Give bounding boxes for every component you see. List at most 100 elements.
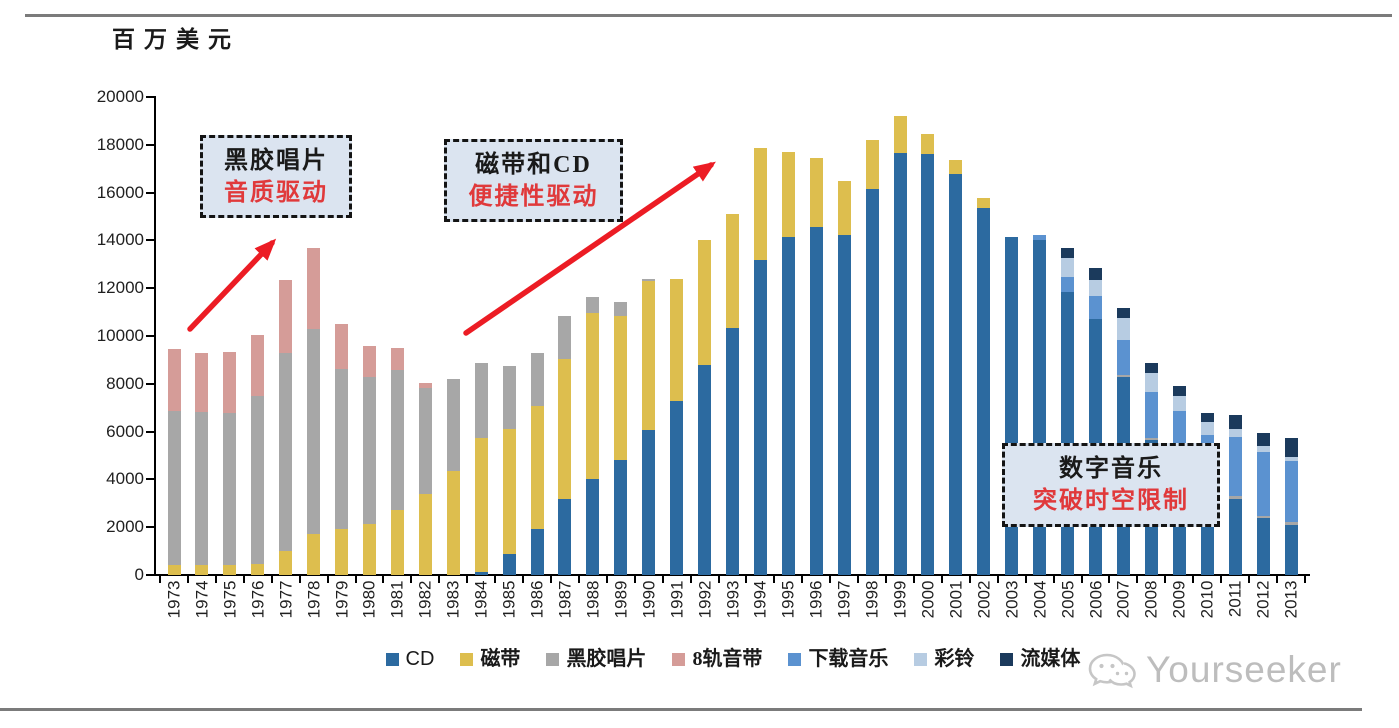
bar-segment-cassette bbox=[167, 565, 181, 575]
bar-segment-vinyl bbox=[251, 396, 265, 565]
x-axis-year-label: 1998 bbox=[862, 580, 882, 619]
bar-segment-vinyl bbox=[502, 366, 516, 429]
legend-item-vinyl: 黑胶唱片 bbox=[546, 648, 646, 670]
legend-label-downloads: 下载音乐 bbox=[808, 648, 889, 670]
bar-column-1975 bbox=[223, 97, 237, 575]
bar-segment-cassette bbox=[837, 181, 851, 236]
bar-segment-cassette bbox=[809, 158, 823, 228]
legend-item-8track: 8轨音带 bbox=[672, 648, 762, 670]
x-axis-tick bbox=[829, 576, 832, 583]
bar-column-1979 bbox=[335, 97, 349, 575]
bar-segment-vinyl bbox=[390, 370, 404, 510]
bar-column-1993 bbox=[726, 97, 739, 575]
bar-segment-vinyl bbox=[530, 352, 544, 406]
bar-segment-cassette bbox=[781, 152, 795, 237]
x-axis-tick bbox=[1192, 576, 1195, 583]
x-axis-year-label: 2012 bbox=[1253, 580, 1273, 619]
bar-segment-8track bbox=[362, 345, 376, 378]
bar-segment-streaming bbox=[1228, 415, 1242, 429]
x-axis-tick bbox=[689, 576, 692, 583]
bar-segment-downloads bbox=[1284, 461, 1298, 523]
x-axis-year-label: 1999 bbox=[890, 580, 910, 619]
annotation-box-vinyl: 黑胶唱片 音质驱动 bbox=[200, 135, 352, 218]
bar-column-1973 bbox=[167, 97, 181, 575]
legend: CD 磁带 黑胶唱片 8轨音带 下载音乐 彩铃 流媒体 bbox=[155, 646, 1311, 672]
bar-segment-cd bbox=[726, 327, 739, 575]
bar-segment-8track bbox=[390, 348, 404, 371]
x-axis-tick bbox=[745, 576, 748, 583]
y-axis-tick bbox=[146, 574, 154, 576]
x-axis-year-label: 1996 bbox=[806, 580, 826, 619]
bar-segment-cd bbox=[474, 571, 488, 575]
y-axis-tick bbox=[146, 335, 154, 337]
x-axis-year-label: 1985 bbox=[499, 580, 519, 619]
bar-segment-streaming bbox=[1284, 438, 1298, 457]
bar-segment-vinyl bbox=[586, 297, 600, 314]
x-axis-tick bbox=[186, 576, 189, 583]
bar-segment-streaming bbox=[1061, 247, 1075, 259]
bar-column-2001 bbox=[949, 97, 963, 575]
bar-segment-cd bbox=[837, 235, 851, 575]
bar-segment-downloads bbox=[1256, 452, 1270, 516]
bar-segment-cassette bbox=[586, 313, 600, 479]
annotation-subtitle: 便捷性驱动 bbox=[468, 183, 599, 210]
x-axis-tick bbox=[717, 576, 720, 583]
x-axis-year-label: 2011 bbox=[1225, 580, 1245, 618]
x-axis-year-label: 1988 bbox=[583, 580, 603, 619]
y-axis-tick bbox=[146, 287, 154, 290]
x-axis-year-label: 1981 bbox=[387, 580, 407, 619]
x-axis-tick bbox=[857, 576, 860, 583]
bar-segment-cd bbox=[1284, 524, 1298, 575]
y-axis-tick-label: 16000 bbox=[96, 182, 144, 202]
bar-segment-cd bbox=[949, 174, 963, 575]
wechat-icon bbox=[1088, 653, 1136, 689]
x-axis-year-label: 2007 bbox=[1113, 580, 1133, 619]
x-axis-year-label: 1974 bbox=[192, 580, 212, 619]
x-axis-tick bbox=[549, 576, 552, 583]
x-axis-year-label: 1983 bbox=[443, 580, 463, 619]
bar-column-1991 bbox=[670, 97, 684, 575]
bar-column-1984 bbox=[474, 97, 488, 575]
bar-segment-vinyl bbox=[418, 387, 432, 495]
x-axis-year-label: 2013 bbox=[1281, 580, 1301, 619]
bar-segment-cd bbox=[1256, 517, 1270, 575]
x-axis-line bbox=[154, 574, 1310, 576]
x-axis-tick bbox=[159, 576, 162, 583]
x-axis-tick bbox=[1276, 576, 1279, 583]
bar-segment-vinyl bbox=[223, 412, 237, 566]
bar-segment-vinyl bbox=[335, 369, 349, 529]
x-axis-year-label: 1975 bbox=[220, 580, 240, 619]
legend-item-ringtones: 彩铃 bbox=[914, 648, 974, 670]
bar-segment-cd bbox=[977, 207, 991, 575]
bar-segment-cassette bbox=[670, 278, 684, 402]
bar-column-1978 bbox=[307, 97, 321, 575]
bar-segment-cd bbox=[614, 460, 628, 575]
x-axis-tick bbox=[605, 576, 608, 583]
bar-segment-cassette bbox=[558, 359, 572, 500]
bar-segment-vinyl bbox=[474, 363, 488, 439]
bar-segment-cassette bbox=[865, 139, 879, 190]
x-axis-tick bbox=[661, 576, 664, 583]
x-axis-tick bbox=[885, 576, 888, 583]
bar-segment-cassette bbox=[307, 533, 321, 575]
y-axis-tick bbox=[146, 143, 154, 146]
bar-segment-ringtones bbox=[1200, 422, 1214, 435]
x-axis-year-label: 1997 bbox=[834, 580, 854, 619]
x-axis-tick bbox=[1080, 576, 1083, 583]
bar-segment-downloads bbox=[1061, 277, 1075, 292]
bar-segment-cassette bbox=[362, 523, 376, 575]
bar-segment-cassette bbox=[726, 214, 739, 328]
bar-segment-8track bbox=[167, 349, 181, 411]
bar-segment-vinyl bbox=[642, 278, 656, 282]
bar-segment-vinyl bbox=[1284, 522, 1298, 525]
bar-column-1994 bbox=[753, 97, 767, 575]
x-axis-tick bbox=[996, 576, 999, 583]
y-axis-tick-label: 6000 bbox=[106, 421, 144, 441]
legend-item-downloads: 下载音乐 bbox=[788, 648, 888, 670]
bar-segment-cassette bbox=[530, 405, 544, 529]
bar-column-1997 bbox=[837, 97, 851, 575]
y-axis-tick bbox=[146, 239, 154, 242]
annotation-title: 磁带和CD bbox=[475, 151, 592, 178]
x-axis-tick bbox=[466, 576, 469, 583]
annotation-box-digital: 数字音乐 突破时空限制 bbox=[1002, 443, 1220, 527]
